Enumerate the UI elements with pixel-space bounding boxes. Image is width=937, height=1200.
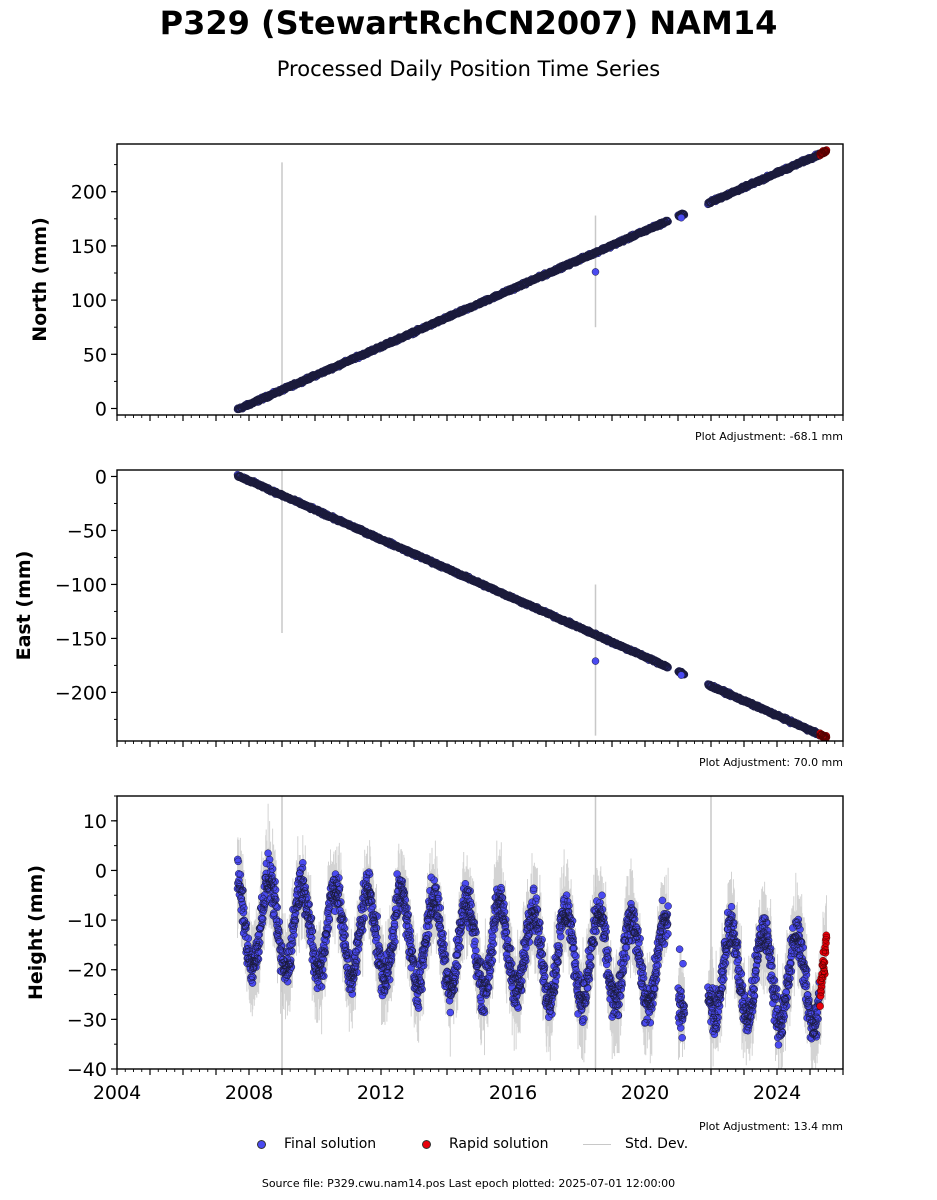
x-tick-label-4: 2020 — [621, 1082, 669, 1104]
plot-adjustment: Plot Adjustment: 70.0 mm — [699, 756, 843, 769]
source-footer: Source file: P329.cwu.nam14.pos Last epo… — [261, 1177, 676, 1190]
x-tick-label-3: 2016 — [489, 1082, 537, 1104]
panel-1: 0 −50 −100 −150 −200 East (mm) Plot Adjustment… — [13, 466, 844, 769]
plot-adjustment: Plot Adjustment: 13.4 mm — [699, 1120, 843, 1133]
final-solution-points — [233, 149, 824, 414]
final-solution-marker — [257, 1139, 266, 1149]
legend-rapid-label: Rapid solution — [449, 1136, 549, 1152]
y-tick-label-3: −150 — [55, 628, 107, 650]
outlier-point-1 — [677, 213, 686, 222]
legend: Final solution Rapid solution Std. Dev. — [0, 1136, 937, 1158]
y-tick-label-3: −20 — [67, 960, 107, 982]
y-tick-label-2: −100 — [55, 574, 107, 596]
plot-area — [233, 146, 831, 414]
plot-area — [233, 796, 831, 1069]
y-tick-label-0: 0 — [95, 466, 107, 488]
legend-std: Std. Dev. — [583, 1136, 688, 1152]
legend-final-label: Final solution — [284, 1136, 377, 1152]
legend-final: Final solution — [257, 1136, 376, 1152]
y-tick-label-2: 100 — [71, 290, 107, 312]
y-tick-label-4: 200 — [71, 182, 107, 204]
y-tick-label-2: −10 — [67, 910, 107, 932]
y-tick-label-1: −50 — [67, 520, 107, 542]
y-tick-label-4: −30 — [67, 1009, 107, 1031]
y-tick-label-3: 150 — [71, 236, 107, 258]
legend-rapid: Rapid solution — [422, 1136, 549, 1152]
y-tick-label-5: −40 — [67, 1059, 107, 1081]
legend-std-label: Std. Dev. — [625, 1136, 689, 1152]
y-tick-label-0: 10 — [83, 811, 107, 833]
std-dev-marker — [583, 1143, 611, 1145]
y-tick-label-0: 0 — [95, 398, 107, 420]
outlier-point-1 — [677, 671, 686, 679]
outlier-point-0 — [591, 268, 600, 276]
page-subtitle: Processed Daily Position Time Series — [276, 57, 661, 81]
y-axis-label: North (mm) — [29, 217, 51, 342]
x-tick-label-0: 2004 — [93, 1082, 141, 1104]
plot-adjustment: Plot Adjustment: -68.1 mm — [695, 430, 843, 443]
y-tick-label-1: 50 — [83, 344, 107, 366]
plot-frame — [116, 143, 844, 416]
outlier-point-0 — [591, 657, 600, 665]
plot-area — [233, 470, 831, 741]
x-tick-label-2: 2012 — [357, 1082, 405, 1104]
rapid-solution-points — [816, 931, 831, 1010]
x-tick-label-1: 2008 — [225, 1082, 273, 1104]
final-solution-points — [233, 849, 824, 1049]
y-axis-label: East (mm) — [13, 551, 35, 661]
panel-0: 0 50 100 150 200 North (mm) Plot Adjustment: -… — [29, 143, 844, 443]
page-title: P329 (StewartRchCN2007) NAM14 — [159, 4, 778, 42]
y-tick-label-1: 0 — [95, 860, 107, 882]
rapid-solution-marker — [422, 1139, 431, 1149]
rapid-solution-points — [816, 729, 831, 741]
final-solution-points — [233, 470, 824, 740]
rapid-solution-points — [816, 146, 831, 160]
y-tick-label-4: −200 — [55, 682, 107, 704]
y-axis-label: Height (mm) — [25, 865, 47, 1000]
x-tick-label-5: 2024 — [753, 1082, 801, 1104]
